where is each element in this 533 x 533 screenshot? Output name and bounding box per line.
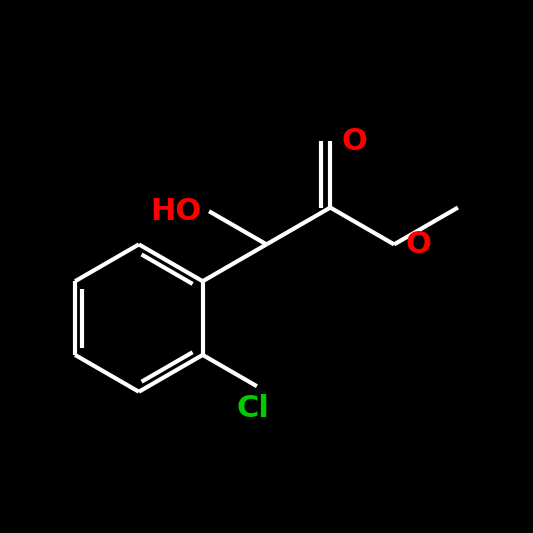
Text: Cl: Cl [237, 393, 270, 423]
Text: O: O [405, 230, 431, 259]
Text: O: O [341, 127, 367, 156]
Text: HO: HO [150, 197, 201, 226]
